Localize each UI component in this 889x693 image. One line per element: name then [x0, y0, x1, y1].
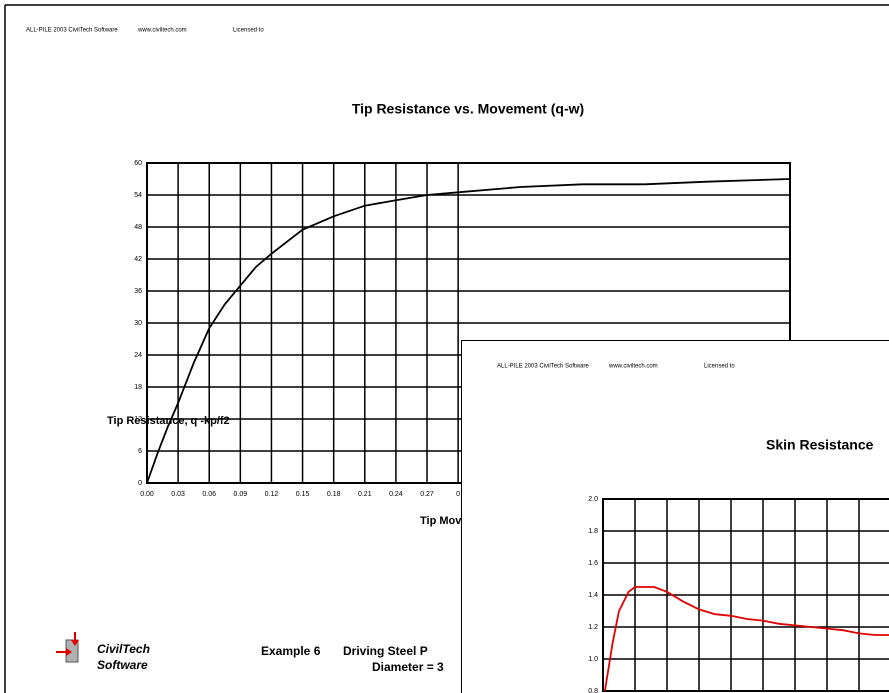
- y-tick-label: 1.6: [588, 560, 598, 567]
- report-window: ALL-PILE 2003 CivilTech Software www.civ…: [461, 340, 889, 693]
- chart-title: Skin Resistance: [766, 437, 874, 453]
- x-tick-label: 0.12: [265, 491, 279, 498]
- footer-text: Example 6: [261, 644, 321, 658]
- footer-text: Diameter = 3: [372, 660, 444, 674]
- y-axis-title: Tip Resistance, q -kp/f2: [107, 415, 230, 427]
- y-tick-label: 1.0: [588, 656, 598, 663]
- header-text: Licensed to: [233, 28, 264, 34]
- x-tick-label: 0.24: [389, 491, 403, 498]
- y-tick-label: 18: [134, 384, 142, 391]
- logo: [56, 632, 79, 663]
- data-line: [146, 178, 791, 484]
- y-tick-label: 48: [134, 224, 142, 231]
- x-tick-label: 0.06: [202, 491, 216, 498]
- header-text: ALL-PILE 2003 CivilTech Software: [497, 364, 589, 370]
- y-tick-label: 0: [138, 480, 142, 487]
- x-tick-label: 0.27: [420, 491, 434, 498]
- y-tick-label: 36: [134, 288, 142, 295]
- y-tick-label: 54: [134, 192, 142, 199]
- logo-text: Software: [97, 658, 148, 672]
- footer-text: Driving Steel P: [343, 644, 428, 658]
- x-tick-label: 0.00: [140, 491, 154, 498]
- y-tick-label: 12: [134, 416, 142, 423]
- y-tick-label: 1.4: [588, 592, 598, 599]
- y-tick-label: 30: [134, 320, 142, 327]
- header-text: www.civiltech.com: [608, 364, 658, 370]
- header-text: Licensed to: [704, 364, 735, 370]
- x-tick-label: 0.09: [234, 491, 248, 498]
- y-tick-label: 60: [134, 160, 142, 167]
- y-tick-label: 42: [134, 256, 142, 263]
- chart: ALL-PILE 2003 CivilTech Software www.civ…: [497, 364, 889, 693]
- y-tick-label: 6: [138, 448, 142, 455]
- x-tick-label: 0: [456, 491, 460, 498]
- y-tick-label: 1.8: [588, 528, 598, 535]
- header-text: www.civiltech.com: [137, 28, 187, 34]
- y-tick-label: 24: [134, 352, 142, 359]
- x-tick-label: 0.03: [171, 491, 185, 498]
- x-tick-label: 0.18: [327, 491, 341, 498]
- x-tick-label: 0.21: [358, 491, 372, 498]
- y-tick-label: 0.8: [588, 688, 598, 693]
- header-text: ALL-PILE 2003 CivilTech Software: [26, 28, 118, 34]
- x-tick-label: 0.15: [296, 491, 310, 498]
- logo-text: CivilTech: [97, 642, 150, 656]
- data-line: [604, 586, 889, 692]
- y-tick-label: 1.2: [588, 624, 598, 631]
- chart-title: Tip Resistance vs. Movement (q-w): [352, 101, 584, 117]
- y-tick-label: 2.0: [588, 496, 598, 503]
- x-axis-title: Tip Mover: [420, 515, 472, 527]
